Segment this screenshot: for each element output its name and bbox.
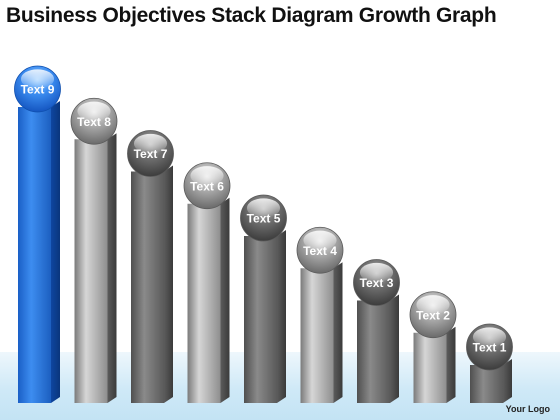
bar-group: Text 3 [353, 259, 400, 403]
bar-label: Text 7 [134, 147, 168, 161]
sphere-highlight [20, 69, 55, 89]
bar [244, 236, 277, 403]
bar-side [107, 133, 117, 403]
bar-side [333, 262, 343, 403]
bar-group: Text 1 [466, 323, 513, 403]
bar-side [220, 197, 230, 403]
bar-group: Text 6 [183, 162, 231, 403]
bar [413, 332, 447, 403]
sphere-highlight [190, 166, 224, 186]
bar-side [390, 294, 399, 403]
sphere-highlight [133, 133, 168, 154]
bar-label: Text 3 [360, 276, 394, 290]
bar-group: Text 7 [127, 130, 174, 403]
bar-label: Text 2 [416, 308, 450, 322]
bar-group: Text 9 [14, 65, 61, 403]
bar-label: Text 5 [247, 212, 281, 226]
bar [187, 203, 221, 403]
bar [74, 139, 108, 403]
sphere-highlight [77, 101, 111, 121]
bar-group: Text 5 [240, 194, 287, 403]
bar-side [164, 165, 173, 403]
bar [18, 107, 51, 403]
bar-label: Text 8 [77, 115, 111, 129]
diagram-title: Business Objectives Stack Diagram Growth… [6, 4, 497, 27]
bar-label: Text 6 [190, 179, 224, 193]
bar-group: Text 8 [70, 97, 118, 403]
sphere-highlight [359, 262, 394, 283]
sphere-highlight [246, 198, 281, 218]
bar-side [277, 230, 286, 403]
bar-group: Text 4 [296, 226, 344, 403]
sphere-highlight [303, 230, 337, 250]
bar-label: Text 1 [473, 341, 507, 355]
bar-label: Text 9 [21, 83, 55, 97]
bar [357, 300, 390, 403]
bar [470, 365, 503, 403]
bar-side [446, 326, 456, 403]
bar-group: Text 2 [409, 291, 457, 403]
bar-side [51, 101, 60, 403]
bar [300, 268, 334, 403]
bar-label: Text 4 [303, 244, 337, 258]
bars-layer: Text 9 Text 8 Text 7 Text 6 Text 5 Text 4 Text… [14, 65, 513, 403]
bar [131, 171, 164, 403]
sphere-highlight [472, 327, 507, 347]
sphere-highlight [416, 295, 450, 315]
bar-side [503, 359, 512, 403]
logo-text: Your Logo [505, 404, 550, 414]
